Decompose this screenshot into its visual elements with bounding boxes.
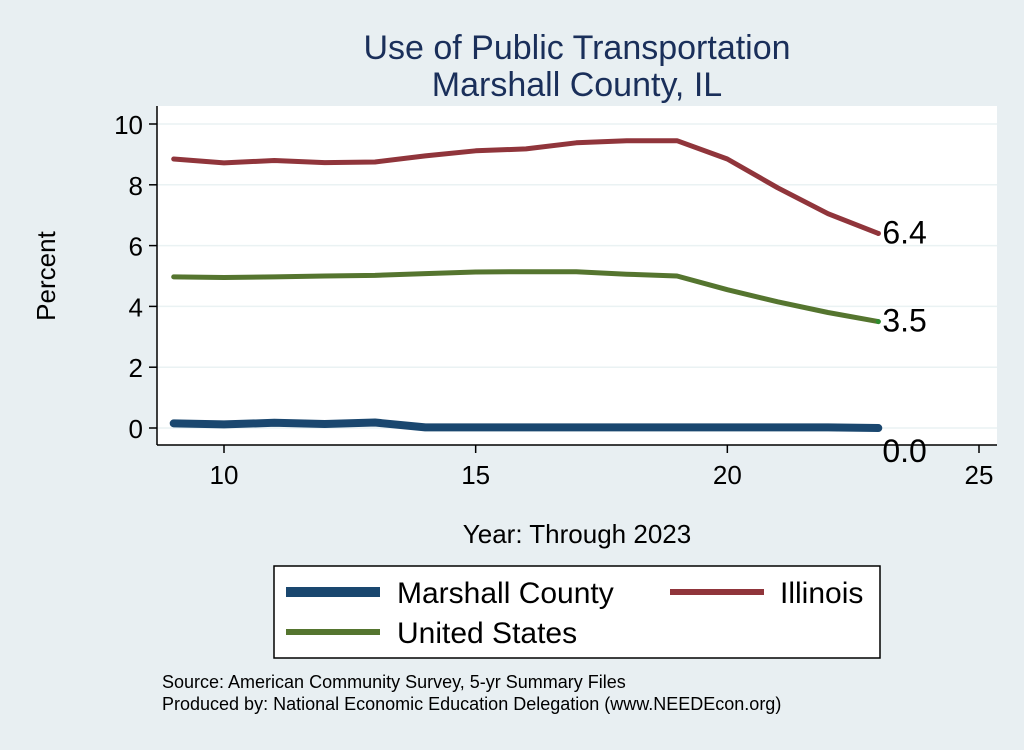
- end-labels: 0.0 6.4 3.5: [875, 214, 927, 469]
- y-tick-label: 6: [129, 232, 143, 262]
- end-value-label: 0.0: [882, 433, 926, 469]
- grid-lines: [157, 123, 997, 429]
- series-lines: [169, 138, 883, 432]
- axes: 0 2 4 6 8 10 10 15 20 25: [114, 106, 997, 490]
- end-point: [875, 319, 881, 325]
- end-value-label: 3.5: [882, 303, 926, 339]
- chart-subtitle: Marshall County, IL: [432, 66, 722, 104]
- end-point: [875, 230, 881, 236]
- series-line-united-states: [171, 269, 881, 325]
- legend: Marshall County Illinois United States: [273, 565, 881, 659]
- x-tick-label: 25: [965, 460, 994, 490]
- series-line-illinois: [171, 138, 881, 236]
- y-tick-label: 8: [129, 171, 143, 201]
- legend-box: [273, 565, 881, 659]
- x-tick-label: 15: [461, 460, 490, 490]
- y-tick-label: 10: [114, 110, 143, 140]
- end-value-label: 6.4: [882, 214, 926, 250]
- legend-items: Marshall County Illinois United States: [286, 577, 863, 650]
- source-note: Source: American Community Survey, 5-yr …: [162, 672, 626, 692]
- legend-label: United States: [397, 617, 577, 650]
- legend-label: Marshall County: [397, 577, 614, 610]
- legend-label: Illinois: [780, 577, 863, 610]
- end-point: [875, 425, 881, 431]
- x-tick-label: 10: [210, 460, 239, 490]
- producer-note: Produced by: National Economic Education…: [162, 694, 781, 714]
- y-tick-label: 4: [129, 292, 143, 322]
- series-line-marshall-county: [169, 418, 883, 432]
- y-axis-label: Percent: [31, 230, 61, 320]
- y-tick-label: 0: [129, 414, 143, 444]
- y-tick-label: 2: [129, 353, 143, 383]
- x-axis-label: Year: Through 2023: [463, 519, 691, 549]
- x-tick-label: 20: [713, 460, 742, 490]
- chart-title: Use of Public Transportation: [363, 29, 790, 67]
